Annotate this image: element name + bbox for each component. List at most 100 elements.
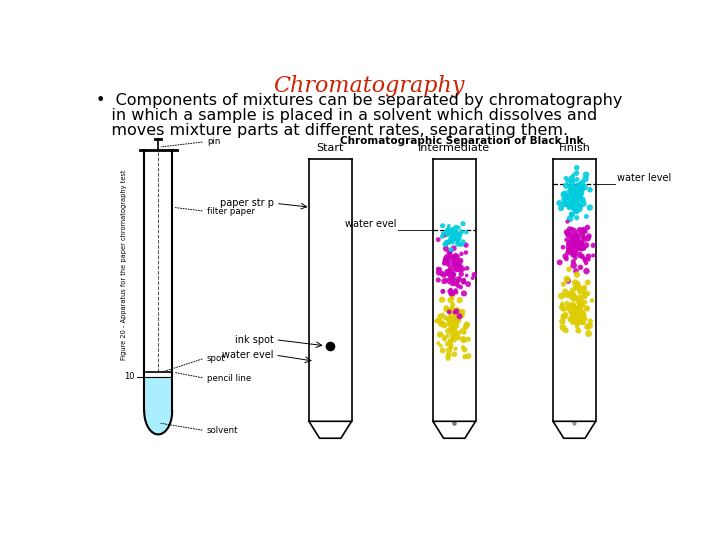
Point <box>443 267 454 275</box>
Point <box>451 288 462 297</box>
Point <box>572 305 584 314</box>
Point <box>559 312 570 320</box>
Point <box>570 239 581 247</box>
Point <box>557 302 568 311</box>
Point <box>562 304 574 313</box>
Point <box>567 317 579 326</box>
Point <box>575 183 586 192</box>
Point <box>449 257 460 266</box>
Point <box>436 269 448 278</box>
Point <box>561 254 572 263</box>
Point <box>446 291 458 299</box>
Point <box>456 311 467 320</box>
Point <box>439 258 451 267</box>
Point <box>436 232 448 241</box>
Point <box>440 254 451 262</box>
Text: Chromatographic Separation of Black Ink: Chromatographic Separation of Black Ink <box>341 136 584 146</box>
Point <box>566 188 577 197</box>
Point <box>445 316 456 325</box>
Point <box>559 200 570 208</box>
Point <box>567 248 578 256</box>
Point <box>441 239 452 248</box>
Point <box>576 252 588 261</box>
Point <box>440 313 451 322</box>
Polygon shape <box>553 159 595 421</box>
Point <box>449 308 461 316</box>
Point <box>433 316 445 325</box>
Point <box>459 346 470 354</box>
Point <box>575 243 586 252</box>
Point <box>454 231 466 239</box>
Point <box>580 174 591 183</box>
Point <box>569 204 580 213</box>
Polygon shape <box>144 411 172 434</box>
Text: Chromatography: Chromatography <box>274 75 464 97</box>
Point <box>567 294 579 303</box>
Point <box>459 352 471 361</box>
Point <box>454 258 465 266</box>
Point <box>451 319 462 328</box>
Point <box>565 315 577 323</box>
Point <box>436 330 447 339</box>
Point <box>570 186 581 195</box>
Point <box>562 199 573 208</box>
Point <box>455 283 467 292</box>
Point <box>571 237 582 245</box>
Point <box>575 238 587 247</box>
Point <box>580 259 592 267</box>
Text: in which a sample is placed in a solvent which dissolves and: in which a sample is placed in a solvent… <box>96 108 598 123</box>
Point <box>460 322 472 330</box>
Point <box>577 226 589 235</box>
Point <box>555 204 567 213</box>
Point <box>441 305 452 314</box>
Point <box>565 197 577 206</box>
Point <box>561 275 572 284</box>
Point <box>575 263 586 272</box>
Point <box>579 235 590 244</box>
Point <box>575 242 587 251</box>
Point <box>460 241 472 249</box>
Point <box>451 329 463 338</box>
Point <box>444 237 455 246</box>
Point <box>446 303 458 312</box>
Point <box>575 300 586 309</box>
Point <box>454 232 466 241</box>
Point <box>436 295 448 304</box>
Point <box>435 312 446 321</box>
Point <box>566 210 577 219</box>
Point <box>454 307 466 316</box>
Point <box>572 193 583 201</box>
Point <box>455 262 467 271</box>
Point <box>444 270 456 279</box>
Point <box>565 194 577 202</box>
Point <box>571 242 582 251</box>
Point <box>451 257 462 266</box>
Point <box>558 306 570 314</box>
Point <box>438 277 450 286</box>
Point <box>571 197 582 205</box>
Point <box>582 223 593 232</box>
Point <box>582 278 593 287</box>
Point <box>444 227 455 235</box>
Point <box>579 285 590 294</box>
Point <box>458 275 469 284</box>
Point <box>445 339 456 347</box>
Polygon shape <box>309 421 351 438</box>
Point <box>456 241 467 249</box>
Point <box>566 245 577 253</box>
Point <box>568 197 580 206</box>
Point <box>566 199 577 207</box>
Point <box>437 287 449 296</box>
Text: Finish: Finish <box>559 143 590 153</box>
Text: pin: pin <box>207 137 220 146</box>
Point <box>570 267 582 275</box>
Point <box>443 221 454 230</box>
Point <box>572 322 583 331</box>
Point <box>572 240 583 249</box>
Point <box>449 263 461 272</box>
Point <box>577 311 588 320</box>
Point <box>564 182 576 191</box>
Point <box>575 180 586 189</box>
Point <box>575 186 587 195</box>
Point <box>435 341 446 350</box>
